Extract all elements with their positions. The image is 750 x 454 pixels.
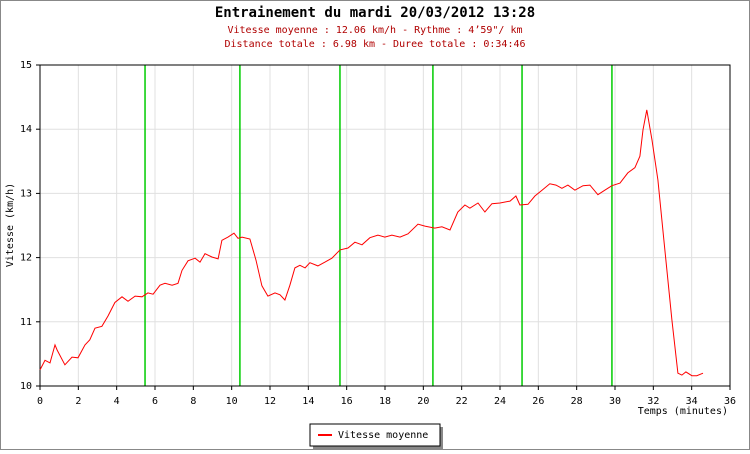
x-tick-label: 26	[532, 396, 544, 407]
plot-border	[39, 64, 731, 387]
y-tick-label: 10	[20, 381, 32, 392]
x-tick-label: 4	[114, 396, 120, 407]
x-tick-label: 32	[647, 396, 659, 407]
x-tick-label: 10	[226, 396, 238, 407]
y-tick-label: 12	[20, 253, 32, 264]
x-tick-label: 8	[190, 396, 196, 407]
x-tick-label: 2	[75, 396, 81, 407]
x-tick-label: 24	[494, 396, 506, 407]
x-tick-label: 36	[724, 396, 736, 407]
x-axis-label: Temps (minutes)	[638, 406, 728, 417]
subtitle: Vitesse moyenne : 12.06 km/h - Rythme : …	[227, 25, 522, 36]
x-tick-label: 34	[686, 396, 698, 407]
legend-label: Vitesse moyenne	[338, 430, 428, 441]
subtitle: Distance totale : 6.98 km - Duree totale…	[224, 39, 525, 50]
x-tick-label: 18	[379, 396, 391, 407]
x-tick-label: 20	[417, 396, 429, 407]
data-line	[39, 109, 704, 377]
x-tick-label: 30	[609, 396, 621, 407]
x-tick-label: 28	[571, 396, 583, 407]
x-tick-label: 22	[456, 396, 468, 407]
x-tick-label: 6	[152, 396, 158, 407]
y-tick-label: 14	[20, 124, 32, 135]
y-tick-label: 11	[20, 317, 32, 328]
x-tick-label: 16	[341, 396, 353, 407]
y-axis-label: Vitesse (km/h)	[5, 183, 16, 267]
x-tick-label: 0	[37, 396, 43, 407]
x-tick-label: 14	[302, 396, 314, 407]
chart-title: Entrainement du mardi 20/03/2012 13:28	[215, 5, 535, 21]
legend-box	[309, 423, 441, 447]
x-tick-label: 12	[264, 396, 276, 407]
y-tick-label: 15	[20, 60, 32, 71]
y-tick-label: 13	[20, 188, 32, 199]
